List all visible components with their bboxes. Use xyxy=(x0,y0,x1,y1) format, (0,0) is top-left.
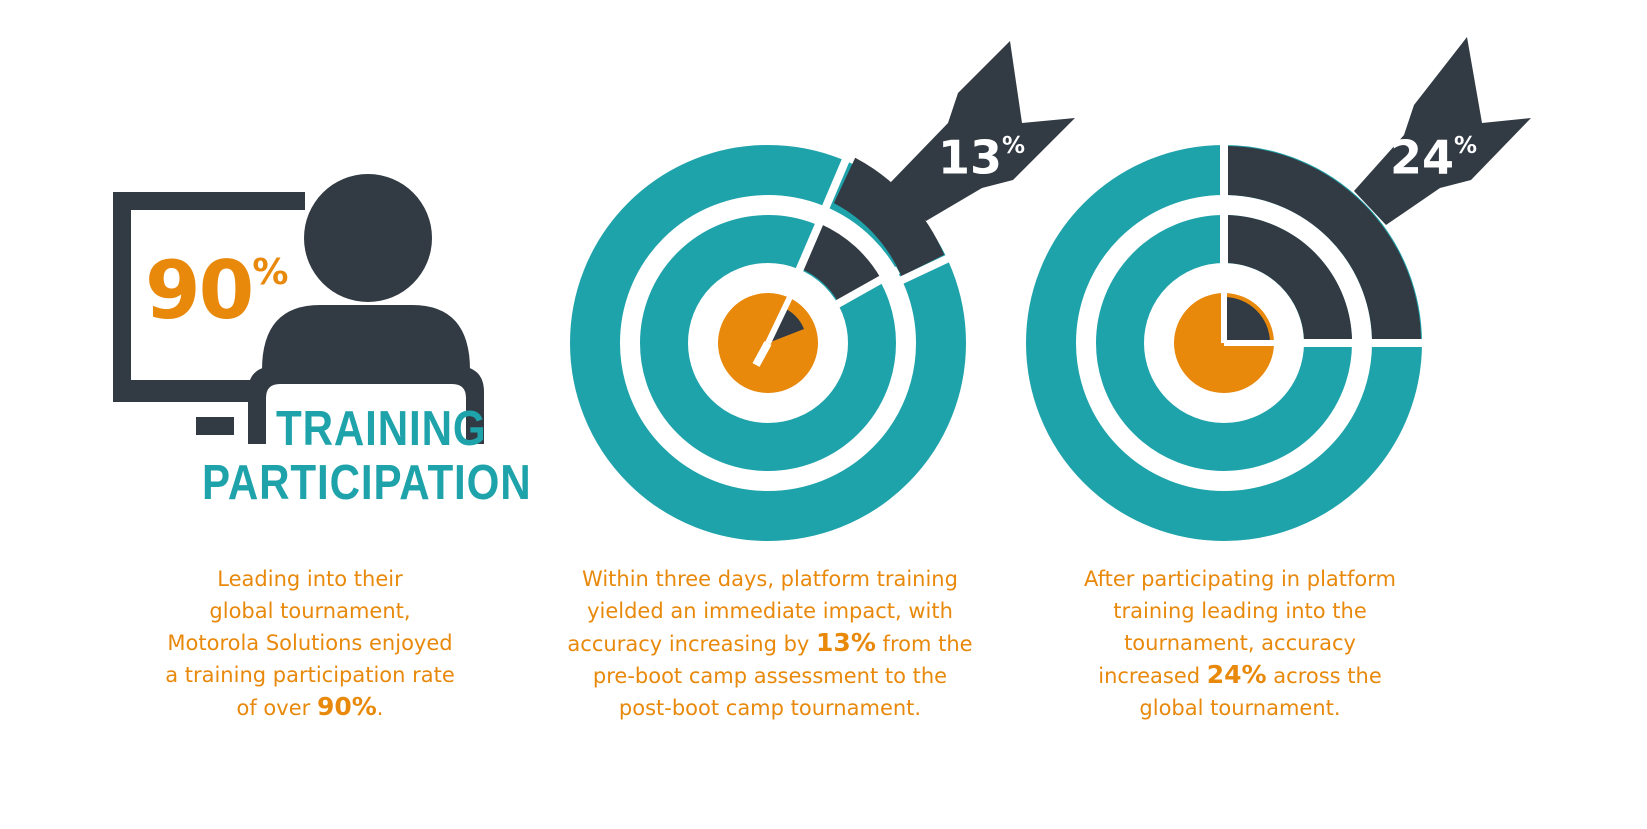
title-line1: TRAINING xyxy=(276,402,487,456)
caption-text: from the xyxy=(875,632,973,656)
arrow-fletching xyxy=(1354,37,1531,225)
caption-line: global tournament, xyxy=(209,599,411,623)
boot-camp-panel: 13% Within three days, platform training… xyxy=(520,0,1080,829)
bullseye-highlight xyxy=(768,308,804,343)
caption-line: post-boot camp tournament. xyxy=(618,696,922,720)
caption-highlight: 24% xyxy=(1206,660,1267,689)
outer-ring xyxy=(570,145,966,541)
caption-line: Within three days, platform training xyxy=(582,567,958,591)
caption-line: Leading into their xyxy=(217,567,403,591)
badge-number: 24 xyxy=(1390,130,1455,185)
middle-ring-highlight xyxy=(801,224,882,303)
caption-line: accuracy increasing by 13% from the xyxy=(540,627,1000,660)
caption-text: . xyxy=(376,696,384,720)
monitor-frame xyxy=(113,192,305,402)
monitor-person-icon xyxy=(113,174,484,444)
participation-value-symbol: % xyxy=(252,252,288,293)
caption-text: of over xyxy=(236,696,317,720)
target-arrow-icon xyxy=(570,41,1075,541)
boot-camp-badge: 13% xyxy=(938,118,1025,186)
monitor-stand xyxy=(196,417,234,435)
outer-ring-highlight xyxy=(1228,146,1421,339)
caption-line: increased 24% across the xyxy=(1025,659,1455,692)
caption-highlight: 13% xyxy=(816,628,876,657)
badge-symbol: % xyxy=(1002,133,1026,159)
title-line2: PARTICIPATION xyxy=(202,456,532,510)
tournament-badge: 24% xyxy=(1390,118,1477,186)
person-head xyxy=(304,174,432,302)
caption-line: yielded an immediate impact, with xyxy=(587,599,953,623)
participation-panel: 90% TRAINING PARTICIPATION Leading into … xyxy=(0,0,531,829)
participation-caption: Leading into their global tournament, Mo… xyxy=(120,563,500,724)
tournament-caption: After participating in platform training… xyxy=(1025,563,1455,724)
caption-line: tournament, accuracy xyxy=(1124,631,1356,655)
outer-ring-highlight xyxy=(833,157,945,277)
bullseye-highlight xyxy=(1224,297,1270,343)
caption-line: Motorola Solutions enjoyed xyxy=(167,631,453,655)
caption-line: training leading into the xyxy=(1113,599,1367,623)
chair xyxy=(248,366,484,444)
middle-ring-highlight xyxy=(1228,215,1352,339)
caption-text: across the xyxy=(1266,664,1382,688)
caption-line: pre-boot camp assessment to the xyxy=(592,664,948,688)
tournament-panel: 24% After participating in platform trai… xyxy=(1000,0,1647,829)
bullseye-divider xyxy=(752,341,772,367)
boot-camp-caption: Within three days, platform training yie… xyxy=(540,563,1000,724)
caption-line: global tournament. xyxy=(1139,696,1341,720)
participation-value: 90% xyxy=(145,228,288,338)
arrow-fletching xyxy=(890,41,1075,221)
caption-highlight: 90% xyxy=(316,692,377,721)
arrow xyxy=(1354,37,1531,225)
participation-value-number: 90 xyxy=(145,244,254,338)
target-arrow-icon xyxy=(1026,37,1531,541)
caption-line: of over 90%. xyxy=(120,691,500,724)
person-body xyxy=(262,305,470,380)
caption-text: accuracy increasing by xyxy=(567,632,817,656)
caption-line: After participating in platform xyxy=(1083,567,1397,591)
middle-ring xyxy=(640,215,896,471)
arrow xyxy=(890,41,1075,221)
caption-line: a training participation rate xyxy=(165,663,455,687)
badge-symbol: % xyxy=(1454,133,1478,159)
caption-text: increased xyxy=(1098,664,1207,688)
badge-number: 13 xyxy=(938,130,1003,185)
bullseye-divider xyxy=(765,295,793,345)
